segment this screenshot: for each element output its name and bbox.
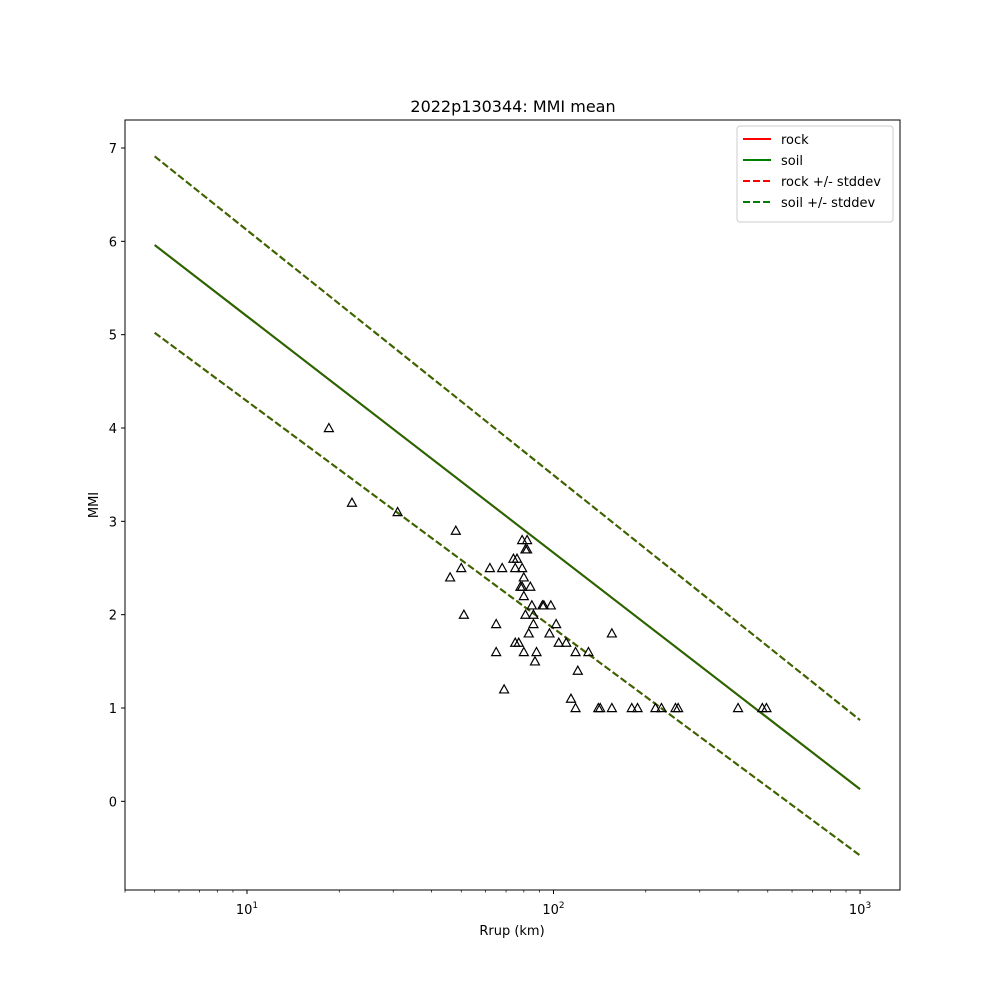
data-point	[484, 562, 496, 573]
data-point	[490, 646, 502, 657]
data-point	[760, 702, 772, 713]
data-point	[518, 590, 530, 601]
chart-title: 2022p130344: MMI mean	[410, 97, 615, 116]
legend: rock soil rock +/- stddev soil +/- stddev	[736, 125, 894, 223]
legend-label: rock	[781, 133, 809, 148]
axes-frame	[124, 119, 901, 891]
legend-label: soil	[781, 154, 803, 169]
data-point	[323, 422, 335, 433]
data-point	[582, 646, 594, 657]
x-axis-ticks: 101 102 103	[124, 890, 871, 918]
data-point	[594, 702, 606, 713]
x-tick-label: 101	[236, 901, 258, 918]
data-point	[519, 608, 531, 619]
data-point	[490, 618, 502, 629]
data-point	[732, 702, 744, 713]
data-point	[518, 571, 530, 582]
data-point	[565, 692, 577, 703]
data-point	[524, 580, 536, 591]
series-line-soil-3	[154, 244, 861, 790]
data-point	[516, 580, 528, 591]
data-point	[560, 636, 572, 647]
data-point	[606, 702, 618, 713]
data-point	[672, 702, 684, 713]
legend-label: rock +/- stddev	[781, 175, 881, 190]
data-point	[550, 618, 562, 629]
y-tick-label: 3	[109, 515, 117, 530]
data-point	[523, 627, 535, 638]
y-tick-label: 6	[109, 235, 117, 250]
y-tick-label: 7	[109, 142, 117, 157]
data-point	[632, 702, 644, 713]
data-point	[521, 543, 533, 554]
data-point	[626, 702, 638, 713]
data-point	[526, 599, 538, 610]
data-point	[496, 562, 508, 573]
y-tick-label: 5	[109, 329, 117, 344]
data-point	[444, 571, 456, 582]
data-point	[572, 664, 584, 675]
data-point	[553, 636, 565, 647]
series-line-soil-stddev-4	[154, 155, 861, 721]
plot-area	[154, 155, 861, 857]
y-axis-ticks: 0 1 2 3 4 5 6 7	[109, 142, 125, 810]
y-tick-label: 0	[109, 795, 117, 810]
data-point	[498, 683, 510, 694]
data-point	[538, 599, 550, 610]
data-point	[570, 702, 582, 713]
y-tick-label: 2	[109, 609, 117, 624]
x-tick-label: 102	[542, 901, 564, 918]
y-tick-label: 4	[109, 422, 117, 437]
data-point	[518, 646, 530, 657]
data-point	[527, 618, 539, 629]
data-point	[516, 562, 528, 573]
data-point	[606, 627, 618, 638]
data-point	[655, 702, 667, 713]
legend-label: soil +/- stddev	[781, 196, 876, 211]
x-axis-label: Rrup (km)	[479, 924, 544, 939]
data-point	[527, 608, 539, 619]
data-point	[513, 636, 525, 647]
data-point	[530, 646, 543, 657]
data-point	[346, 496, 358, 507]
data-point	[455, 562, 467, 573]
scatter-points	[323, 422, 772, 713]
legend-box	[736, 125, 894, 223]
data-point	[392, 506, 404, 517]
data-point	[649, 702, 661, 713]
x-tick-label: 103	[849, 901, 871, 918]
series-lines	[154, 155, 861, 857]
series-line-soil-stddev-5	[154, 331, 861, 857]
data-point	[458, 608, 470, 619]
data-point	[570, 646, 582, 657]
data-point	[529, 655, 541, 666]
y-axis-label: MMI	[87, 492, 102, 518]
data-point	[545, 599, 557, 610]
y-tick-label: 1	[109, 702, 117, 717]
data-point	[511, 552, 523, 563]
data-point	[509, 562, 521, 573]
data-point	[543, 627, 555, 638]
data-point	[450, 524, 462, 535]
